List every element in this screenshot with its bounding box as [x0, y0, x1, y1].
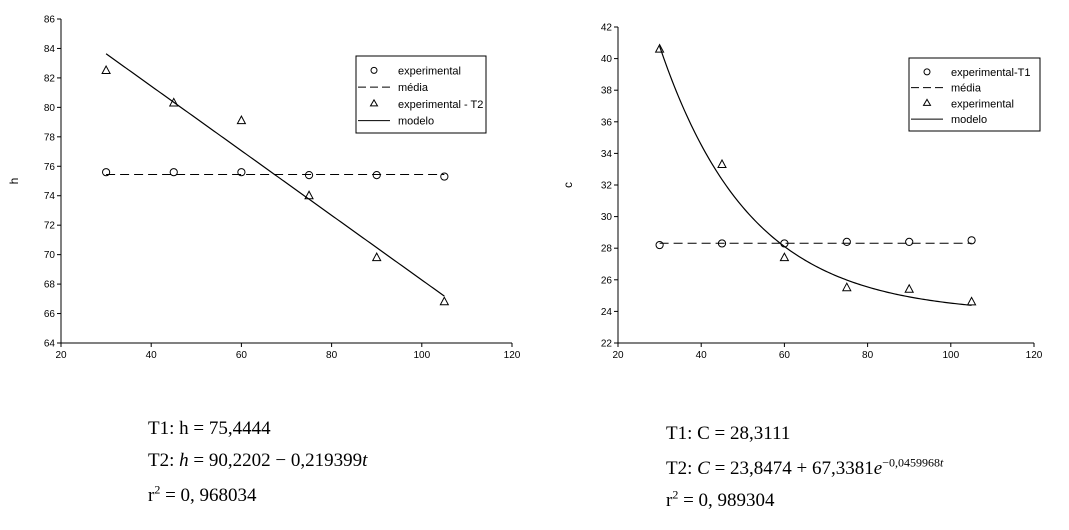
right-r2-value: = 0, 989304 — [678, 490, 775, 511]
chart0-x-tick-label: 100 — [413, 350, 430, 361]
chart1-y-tick-label: 40 — [601, 54, 613, 65]
chart1-y-tick-label: 32 — [601, 181, 613, 192]
right-equation-t2: T2: C = 23,8474 + 67,3381e−0,0459968t — [666, 455, 944, 480]
chart0-legend-label: experimental — [398, 65, 461, 77]
chart1-triangle-point — [654, 43, 665, 53]
chart0-model-curve — [105, 53, 445, 297]
chart1-legend-triangle-icon — [922, 98, 932, 106]
chart1-circle-point — [967, 236, 976, 245]
chart0-x-tick-label: 120 — [504, 350, 521, 361]
left-t2-prefix: T2: — [148, 450, 180, 471]
left-t2-var: h — [179, 450, 189, 471]
chart0-triangle-point — [371, 252, 382, 262]
chart1-y-tick-label: 24 — [601, 307, 613, 318]
right-equation-t1: T1: C = 28,3111 — [666, 423, 790, 445]
chart1-legend-circle-icon — [923, 68, 931, 76]
chart1-triangle-point — [966, 296, 977, 306]
left-r2-value: = 0, 968034 — [160, 485, 257, 506]
chart0-circle-point — [304, 171, 314, 180]
right-r2-base: r — [666, 490, 673, 511]
chart0-legend-circle-icon — [370, 66, 378, 74]
right-t2-exp: −0,0459968 — [882, 455, 940, 470]
chart1-circle-point — [905, 237, 914, 246]
chart0-triangle-point — [101, 64, 111, 75]
chart0-x-tick-label: 80 — [326, 350, 338, 361]
chart0-y-tick-label: 76 — [44, 162, 56, 173]
left-t2-t: t — [362, 450, 368, 471]
chart1-x-tick-label: 40 — [696, 350, 708, 361]
chart0-y-tick-label: 70 — [44, 250, 56, 261]
chart1-circle-point — [842, 237, 851, 246]
chart1-x-tick-label: 80 — [862, 350, 874, 361]
chart1-x-tick-label: 100 — [942, 350, 959, 361]
chart1-x-tick-label: 60 — [779, 350, 791, 361]
chart0-y-tick-label: 84 — [44, 44, 56, 55]
chart1-y-tick-label: 34 — [601, 149, 613, 160]
chart0-y-tick-label: 66 — [44, 309, 56, 320]
chart1-y-tick-label: 22 — [601, 339, 613, 350]
right-t2-prefix: T2: — [666, 458, 698, 479]
right-t2-e: e — [873, 458, 883, 479]
charts-canvas: 20406080100120646668707274767880828486te… — [7, 15, 1043, 362]
chart1-y-tick-label: 38 — [601, 86, 613, 97]
chart1-model-curve — [659, 45, 972, 306]
chart1-y-axis-label: c — [561, 182, 575, 188]
chart1-circle-point — [655, 240, 664, 250]
chart1-y-tick-label: 28 — [601, 244, 613, 255]
chart0-legend-label: experimental - T2 — [398, 99, 483, 111]
right-r2-exp: 2 — [672, 487, 679, 502]
chart1-legend-label: experimental — [951, 98, 1014, 110]
chart0-y-tick-label: 86 — [44, 15, 56, 26]
chart0-y-tick-label: 64 — [44, 339, 56, 350]
chart0-y-tick-label: 74 — [44, 191, 56, 202]
chart0-triangle-point — [236, 115, 247, 125]
chart1-y-tick-label: 36 — [601, 117, 613, 128]
right-t2-var: C — [697, 458, 710, 479]
chart0-y-tick-label: 82 — [44, 73, 56, 84]
chart1-triangle-point — [779, 252, 790, 262]
chart1-triangle-point — [841, 282, 852, 292]
chart0-x-tick-label: 60 — [236, 350, 248, 361]
chart0-x-tick-label: 40 — [146, 350, 158, 361]
left-t1-text: T1: h = 75,4444 — [148, 418, 271, 439]
left-equation-t1: T1: h = 75,4444 — [148, 418, 271, 440]
chart1-y-tick-label: 30 — [601, 212, 613, 223]
chart1-x-tick-label: 120 — [1026, 350, 1043, 361]
chart1-legend-label: experimental-T1 — [951, 67, 1030, 79]
left-t2-rhs: = 90,2202 − 0,219399 — [188, 450, 363, 471]
chart0-legend-triangle-icon — [369, 98, 379, 107]
chart1-x-tick-label: 20 — [612, 350, 624, 361]
left-r2-base: r — [148, 485, 155, 506]
chart0-triangle-point — [439, 296, 450, 306]
chart0-legend-label: modelo — [398, 116, 434, 128]
chart0-y-axis-label: h — [7, 178, 21, 185]
chart0-legend-label: média — [398, 82, 429, 94]
chart0-circle-point — [169, 168, 178, 177]
chart1-legend-label: modelo — [951, 114, 987, 126]
chart1-triangle-point — [904, 283, 915, 293]
chart1-y-tick-label: 42 — [601, 23, 613, 34]
chart1-legend-label: média — [951, 83, 982, 95]
chart0-circle-point — [372, 171, 381, 180]
chart0-x-tick-label: 20 — [55, 350, 67, 361]
chart0-y-tick-label: 78 — [44, 132, 56, 143]
chart0-y-tick-label: 80 — [44, 103, 56, 114]
chart0-y-tick-label: 72 — [44, 221, 56, 232]
chart1-y-tick-label: 26 — [601, 275, 613, 286]
right-t2-exp-t: t — [939, 455, 944, 470]
right-equation-r2: r2 = 0, 989304 — [666, 487, 775, 512]
right-t2-rhs: = 23,8474 + 67,3381 — [709, 458, 874, 479]
left-r2-exp: 2 — [154, 482, 161, 497]
right-t1-text: T1: C = 28,3111 — [666, 423, 791, 444]
chart0-y-tick-label: 68 — [44, 280, 56, 291]
chart1-triangle-point — [717, 158, 727, 168]
left-equation-t2: T2: h = 90,2202 − 0,219399t — [148, 450, 367, 472]
left-equation-r2: r2 = 0, 968034 — [148, 482, 257, 507]
